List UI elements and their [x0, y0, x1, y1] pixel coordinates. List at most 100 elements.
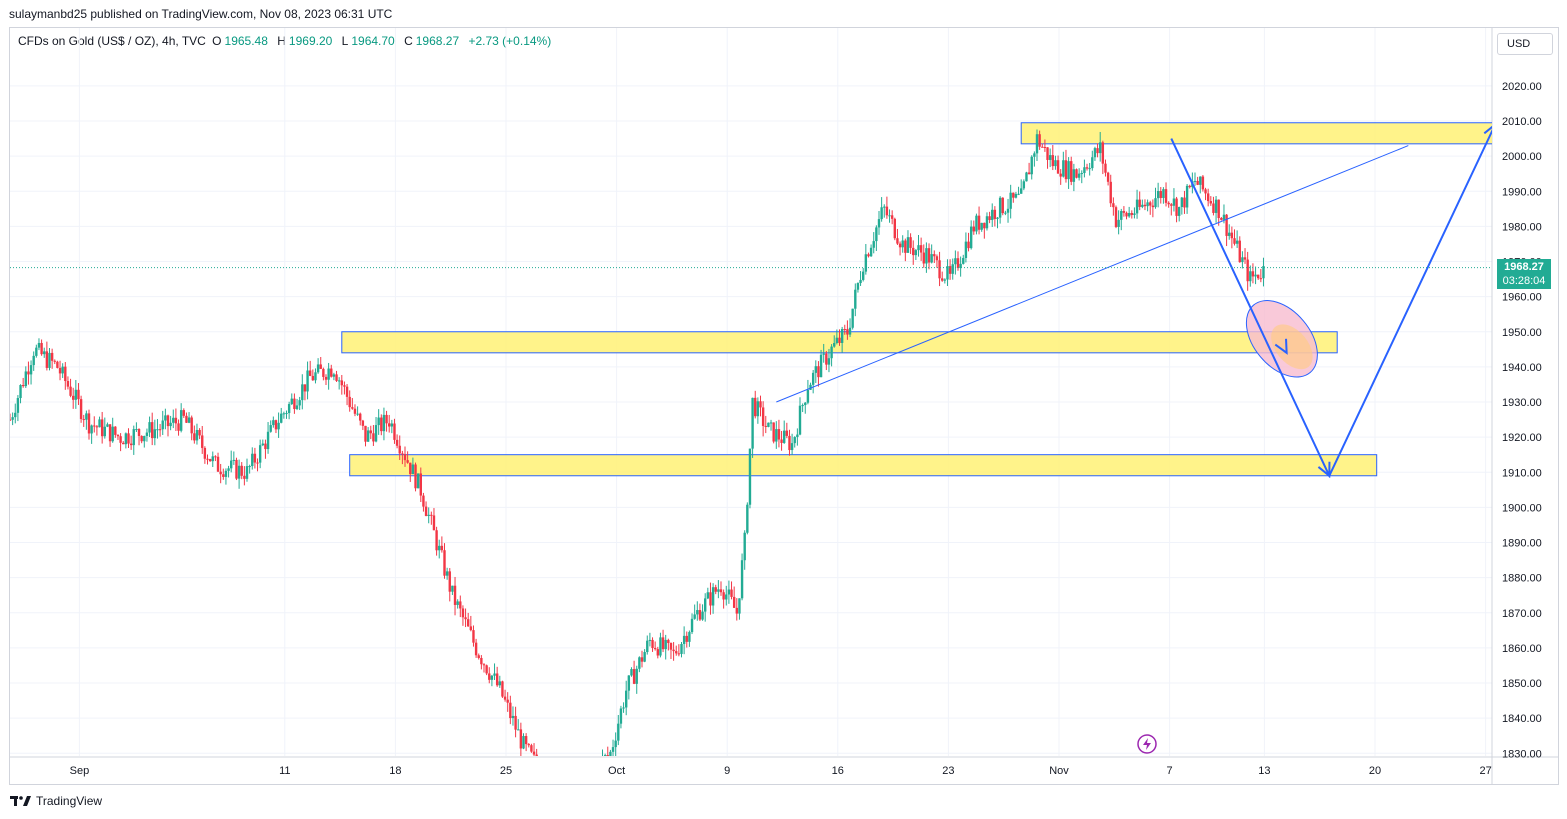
candle-body [667, 639, 670, 644]
price-tick-label: 1890.00 [1502, 538, 1542, 550]
candle-down [311, 369, 315, 381]
candle-body [717, 589, 720, 592]
candle-up [833, 335, 836, 348]
candle-down [430, 511, 433, 525]
candle-body [32, 355, 35, 366]
resistance-zone [1020, 122, 1492, 145]
candle-up [859, 271, 862, 286]
candle-down [967, 232, 970, 252]
candle-body [1122, 211, 1126, 213]
ohlc-close: C 1968.27 [404, 34, 460, 48]
candle-body [390, 423, 394, 427]
candle-body [1251, 271, 1255, 277]
candle-body [161, 420, 164, 430]
candle-up [1004, 210, 1007, 216]
candle-up [562, 784, 564, 802]
candle-body [972, 226, 975, 232]
candle-body [656, 649, 659, 656]
candle-body [680, 644, 683, 654]
candle-down [448, 568, 451, 602]
currency-button[interactable]: USD [1497, 33, 1553, 55]
candle-body [64, 366, 67, 382]
candle-down [119, 433, 122, 452]
candle-up [327, 362, 330, 390]
candle-body [290, 398, 293, 405]
candle-up [827, 348, 831, 373]
candle-down [64, 362, 67, 390]
candle-up [1020, 179, 1023, 194]
candle-body [440, 545, 444, 551]
candle-body [775, 429, 778, 442]
candle-body [385, 414, 388, 424]
candle-body [1077, 173, 1081, 178]
candle-body [877, 219, 881, 228]
candle-down [293, 393, 296, 414]
candle-up [630, 667, 633, 677]
candle-down [1220, 216, 1223, 221]
candle-down [309, 360, 312, 377]
time-tick-label: Nov [1049, 765, 1069, 777]
candle-body [819, 354, 823, 378]
candle-down [1027, 162, 1031, 175]
candle-body [701, 611, 704, 620]
candle-body [1130, 213, 1133, 215]
candle-down [66, 376, 70, 390]
candle-body [53, 360, 56, 362]
candle-down [45, 341, 49, 371]
candle-up [648, 632, 652, 647]
candle-down [182, 408, 185, 418]
candle-up [19, 384, 22, 404]
candle-down [722, 589, 725, 609]
candle-up [964, 232, 968, 263]
candle-body [208, 459, 212, 462]
last-price-value: 1968.27 [1504, 261, 1544, 273]
price-tick-label: 2000.00 [1502, 151, 1542, 163]
candle-down [948, 259, 952, 280]
footer-brand[interactable]: TradingView [10, 794, 102, 808]
candle-up [337, 377, 341, 390]
candle-down [243, 466, 246, 486]
candle-body [1056, 160, 1060, 174]
candle-up [930, 244, 933, 264]
candle-body [890, 215, 894, 219]
candle-up [43, 347, 46, 358]
candle-up [888, 209, 891, 223]
candle-body [756, 401, 760, 417]
candle-body [1178, 207, 1181, 216]
candle-down [240, 462, 243, 480]
candle-body [48, 352, 51, 368]
candle-down [393, 418, 396, 444]
candle-body [869, 247, 873, 257]
candle-up [1185, 183, 1189, 214]
candle-down [495, 666, 499, 687]
candle-up [991, 203, 994, 227]
candle-body [14, 412, 17, 418]
candle-body [619, 708, 623, 724]
candle-body [586, 771, 588, 791]
candle-up [609, 749, 612, 756]
candle-body [1243, 257, 1247, 260]
candle-down [503, 689, 507, 702]
candle-up [316, 358, 320, 374]
candle-up [946, 259, 949, 286]
candle-body [977, 215, 981, 230]
candle-body [403, 454, 407, 461]
candle-body [482, 664, 486, 666]
candle-down [554, 776, 556, 793]
candle-body [975, 215, 978, 232]
candle-up [161, 410, 164, 435]
candle-down [40, 339, 43, 356]
candle-body [1096, 148, 1099, 154]
candle-down [1012, 192, 1015, 203]
candle-down [353, 404, 357, 417]
candle-body [606, 755, 609, 756]
candle-down [137, 428, 141, 446]
candle-body [366, 430, 370, 442]
candle-up [48, 347, 51, 371]
candle-up [1127, 206, 1131, 218]
candle-body [1175, 198, 1178, 216]
candle-down [485, 664, 488, 676]
candle-body [901, 240, 904, 248]
symbol-title[interactable]: CFDs on Gold (US$ / OZ), 4h, TVC [18, 34, 206, 48]
